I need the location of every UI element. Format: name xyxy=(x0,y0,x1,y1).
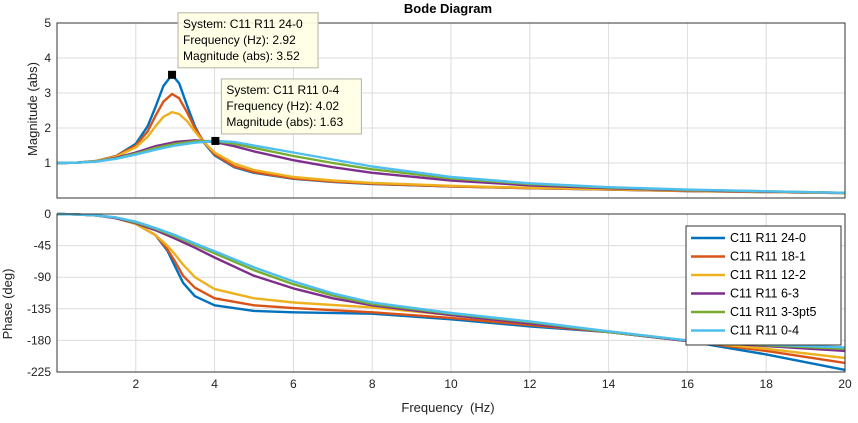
magnitude-series-line xyxy=(56,139,846,194)
phase-x-tick-label: 6 xyxy=(290,377,297,391)
datatip-text: System: C11 R11 0-4 xyxy=(226,83,339,97)
phase-y-tick-label: -225 xyxy=(27,365,51,379)
legend-entry: C11 R11 0-4 xyxy=(730,324,799,338)
datatip-box xyxy=(220,78,362,135)
legend-entry: C11 R11 18-1 xyxy=(730,250,806,264)
chart-title: Bode Diagram xyxy=(404,1,492,16)
phase-series-line xyxy=(56,212,846,349)
datatip-text: Magnitude (abs): 1.63 xyxy=(226,115,343,129)
legend-entry: C11 R11 6-3 xyxy=(730,287,799,301)
datatip-marker xyxy=(211,136,220,145)
legend-entry: C11 R11 12-2 xyxy=(730,268,806,282)
datatip-text: Magnitude (abs): 3.52 xyxy=(183,49,300,63)
magnitude-y-label: Magnitude (abs) xyxy=(25,62,40,156)
magnitude-axes-box xyxy=(56,22,846,199)
phase-x-tick-label: 16 xyxy=(681,377,695,391)
phase-x-tick-label: 20 xyxy=(838,377,852,391)
legend-entry: C11 R11 3-3pt5 xyxy=(730,305,816,319)
datatip-text: Frequency (Hz): 2.92 xyxy=(183,33,296,47)
legend: C11 R11 24-0 C11 R11 18-1 C11 R11 12-2 C11 … xyxy=(685,225,842,346)
phase-y-tick-label: -90 xyxy=(34,270,52,284)
datatip-box xyxy=(177,12,319,69)
phase-x-tick-label: 8 xyxy=(369,377,376,391)
phase-x-tick-label: 14 xyxy=(602,377,616,391)
magnitude-axes: 1 2 3 4 5 xyxy=(44,16,846,199)
phase-y-label: Phase (deg) xyxy=(0,269,15,340)
datatips: System: C11 R11 24-0 Frequency (Hz): 2.92… xyxy=(168,12,362,145)
datatip-text: System: C11 R11 24-0 xyxy=(183,17,303,31)
phase-x-tick-label: 18 xyxy=(760,377,774,391)
magnitude-y-tick-label: 3 xyxy=(44,86,51,100)
phase-y-tick-label: -45 xyxy=(34,239,52,253)
magnitude-y-tick-label: 1 xyxy=(44,156,51,170)
magnitude-y-tick-label: 5 xyxy=(44,16,51,30)
phase-x-tick-label: 12 xyxy=(523,377,537,391)
phase-axes-box xyxy=(56,213,846,373)
phase-x-tick-label: 4 xyxy=(211,377,218,391)
magnitude-y-tick-label: 2 xyxy=(44,121,51,135)
datatip-text: Frequency (Hz): 4.02 xyxy=(226,99,339,113)
legend-entry: C11 R11 24-0 xyxy=(730,231,806,245)
phase-y-tick-label: 0 xyxy=(44,207,51,221)
x-axis-label: Frequency (Hz) xyxy=(401,400,494,415)
phase-y-tick-label: -180 xyxy=(27,333,51,347)
datatip-marker xyxy=(168,70,177,79)
magnitude-y-tick-label: 4 xyxy=(44,51,51,65)
phase-y-tick-label: -135 xyxy=(27,302,51,316)
phase-x-tick-label: 10 xyxy=(444,377,458,391)
phase-x-tick-label: 2 xyxy=(132,377,139,391)
legend-box xyxy=(685,225,842,346)
